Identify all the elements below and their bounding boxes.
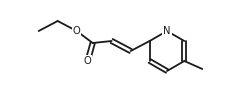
Text: O: O [73, 26, 80, 36]
Text: O: O [84, 56, 91, 66]
Text: N: N [163, 26, 171, 36]
